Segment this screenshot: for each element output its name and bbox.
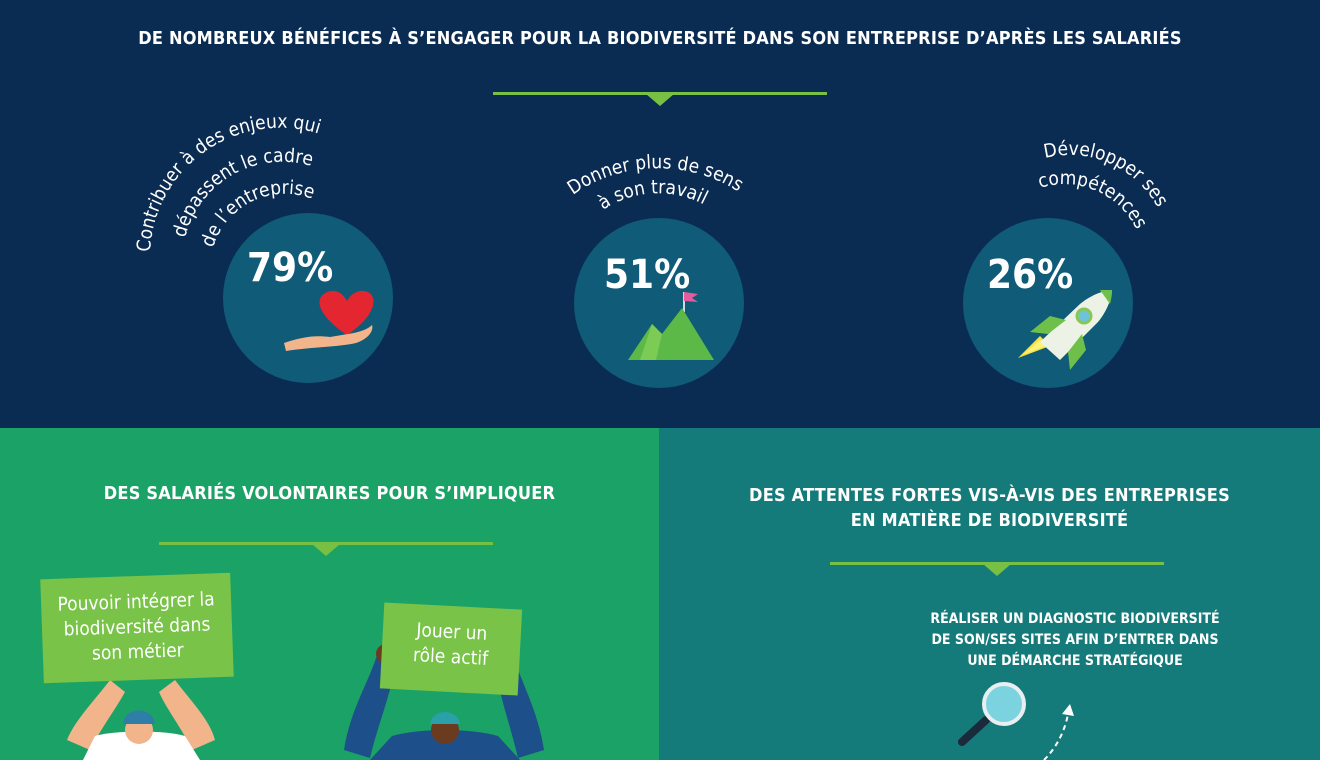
magnifier-icon (958, 682, 1074, 760)
benefit-3-caption: Développer ses compétences (1036, 138, 1173, 233)
sign-1: Pouvoir intégrer la biodiversité dans so… (40, 572, 234, 684)
expectation-item-1-line-2: DE SON/SES SITES AFIN D’ENTRER DANS (931, 632, 1219, 648)
benefit-1-percent: 79% (247, 245, 334, 291)
benefits-section: DE NOMBREUX BÉNÉFICES À S’ENGAGER POUR L… (132, 28, 1182, 388)
mountain-flag-icon (628, 292, 714, 360)
volunteers-section: DES SALARIÉS VOLONTAIRES POUR S’IMPLIQUE… (0, 428, 659, 760)
rocket-icon (1018, 290, 1112, 370)
volunteers-divider (159, 542, 493, 556)
expectation-item-1: RÉALISER UN DIAGNOSTIC BIODIVERSITÉ DE S… (915, 609, 1235, 672)
benefit-3-percent: 26% (987, 252, 1074, 298)
benefits-divider (493, 92, 827, 106)
sign-2: Jouer un rôle actif (379, 602, 523, 696)
person-1-illustration (67, 680, 215, 760)
benefit-2-line-2: à son travail (594, 176, 711, 214)
expectation-item-1-line-3: UNE DÉMARCHE STRATÉGIQUE (967, 653, 1183, 669)
volunteers-title: DES SALARIÉS VOLONTAIRES POUR S’IMPLIQUE… (103, 483, 556, 504)
expectation-item-1-line-1: RÉALISER UN DIAGNOSTIC BIODIVERSITÉ (930, 611, 1220, 627)
heart-in-hand-icon (284, 290, 374, 351)
benefit-2-percent: 51% (604, 252, 691, 298)
expectations-divider (830, 562, 1164, 576)
benefits-title: DE NOMBREUX BÉNÉFICES À S’ENGAGER POUR L… (138, 28, 1182, 49)
expectations-title-line-2: EN MATIÈRE DE BIODIVERSITÉ (850, 510, 1129, 531)
expectations-section: DES ATTENTES FORTES VIS-À-VIS DES ENTREP… (659, 428, 1320, 760)
benefit-1-caption: Contribuer à des enjeux qui dépassent le… (133, 111, 324, 253)
benefit-2-caption: Donner plus de sens à son travail (563, 151, 747, 214)
expectations-title: DES ATTENTES FORTES VIS-À-VIS DES ENTREP… (659, 483, 1320, 533)
expectations-title-line-1: DES ATTENTES FORTES VIS-À-VIS DES ENTREP… (749, 485, 1230, 506)
